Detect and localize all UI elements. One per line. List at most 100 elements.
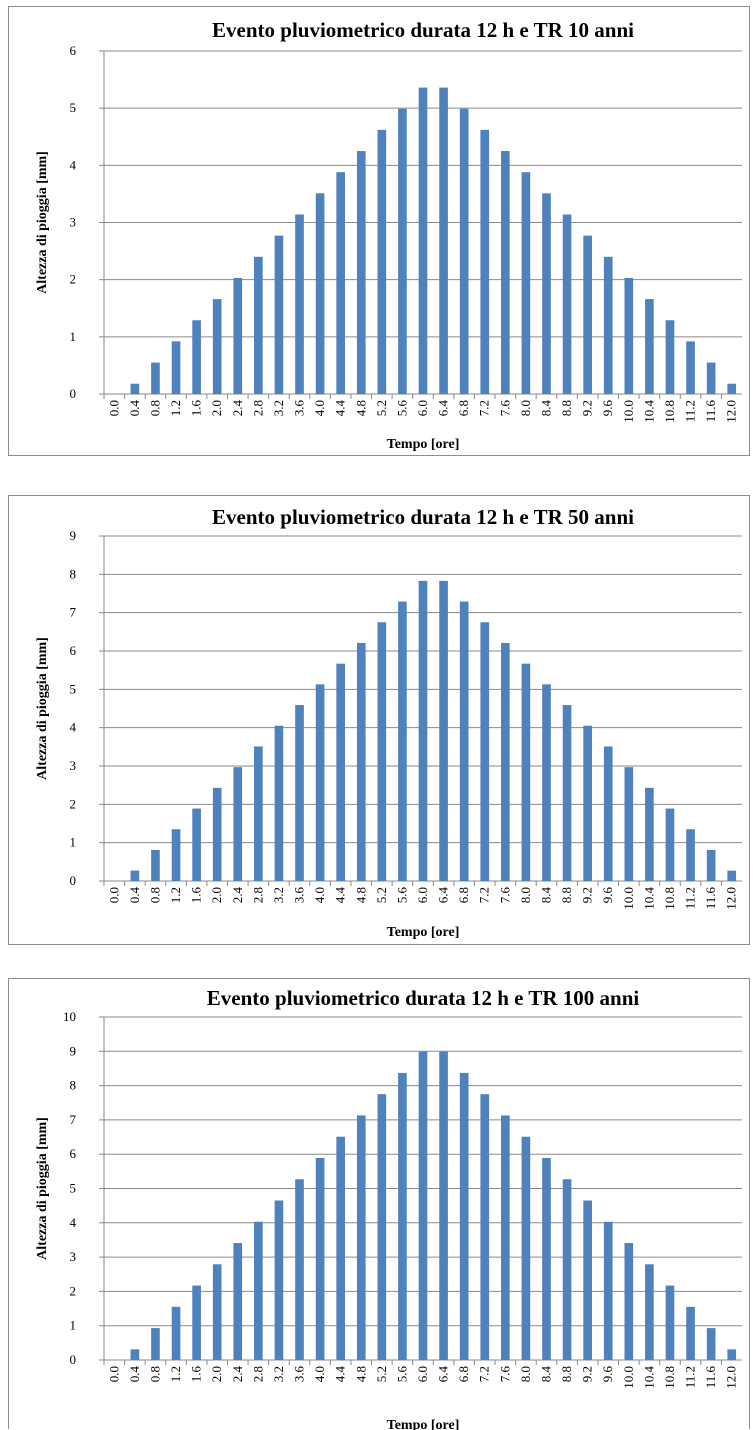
y-tick-label: 6 — [70, 643, 77, 658]
x-tick-label: 7.6 — [497, 1366, 512, 1383]
x-tick-label: 11.2 — [683, 400, 698, 422]
y-tick-label: 7 — [70, 605, 77, 620]
bar-3.2 — [274, 235, 284, 394]
bar-10.8 — [665, 320, 675, 394]
bar-4.4 — [336, 172, 345, 394]
bar-9.2 — [583, 1200, 592, 1360]
bar-12.0 — [727, 870, 737, 881]
x-tick-label: 8.0 — [518, 887, 533, 903]
x-tick-label: 6.4 — [436, 1366, 451, 1383]
bar-10.0 — [624, 277, 634, 394]
bar-10.4 — [645, 787, 654, 881]
bar-7.2 — [480, 622, 490, 881]
bar-2.8 — [254, 746, 263, 881]
bar-6.0 — [418, 580, 428, 881]
bar-2.0 — [212, 1264, 222, 1360]
x-axis-title: Tempo [ore] — [387, 437, 460, 452]
bar-2.0 — [212, 787, 222, 881]
bar-1.2 — [171, 341, 181, 394]
chart-title: Evento pluviometrico durata 12 h e TR 10… — [207, 986, 640, 1010]
bar-chart-tr10: Evento pluviometrico durata 12 h e TR 10… — [35, 18, 742, 452]
bar-8.4 — [542, 1157, 551, 1360]
bar-4.0 — [315, 193, 325, 394]
bar-12.0 — [727, 383, 737, 394]
bar-1.6 — [192, 808, 201, 881]
x-tick-label: 11.6 — [703, 887, 718, 910]
bar-7.2 — [480, 1094, 490, 1360]
bar-8.8 — [562, 1179, 572, 1360]
bar-5.6 — [398, 1072, 407, 1360]
y-axis-title: Altezza di pioggia [mm] — [35, 637, 50, 780]
x-tick-label: 2.0 — [209, 400, 224, 416]
x-tick-label: 8.8 — [559, 400, 574, 416]
x-tick-label: 0.4 — [127, 400, 142, 417]
bar-6.0 — [418, 87, 428, 394]
x-tick-label: 6.8 — [456, 400, 471, 416]
x-tick-label: 2.4 — [230, 400, 245, 417]
chart-title: Evento pluviometrico durata 12 h e TR 50… — [212, 505, 634, 529]
x-tick-label: 10.8 — [662, 400, 677, 423]
y-axis-title: Altezza di pioggia [mm] — [35, 1117, 50, 1260]
x-tick-label: 8.4 — [538, 887, 553, 904]
bar-8.8 — [562, 214, 572, 394]
y-tick-label: 7 — [70, 1112, 77, 1127]
x-axis-title: Tempo [ore] — [387, 925, 460, 940]
bar-9.6 — [603, 256, 613, 394]
bar-4.4 — [336, 663, 345, 881]
x-tick-label: 11.2 — [683, 1366, 698, 1388]
bar-4.8 — [356, 1115, 366, 1360]
bar-3.6 — [295, 214, 304, 394]
x-tick-label: 4.8 — [353, 1366, 368, 1382]
bar-6.8 — [459, 108, 469, 394]
x-axis-title: Tempo [ore] — [387, 1418, 460, 1430]
x-tick-label: 2.8 — [250, 400, 265, 416]
x-tick-label: 11.6 — [703, 400, 718, 423]
bar-4.0 — [315, 1157, 325, 1360]
y-tick-label: 5 — [70, 1181, 77, 1196]
x-tick-label: 5.6 — [394, 400, 409, 417]
x-tick-label: 11.6 — [703, 1366, 718, 1389]
x-tick-label: 9.6 — [600, 887, 615, 904]
chart-panel-tr100: Evento pluviometrico durata 12 h e TR 10… — [8, 978, 750, 1430]
x-tick-label: 1.6 — [189, 400, 204, 417]
x-tick-label: 0.0 — [106, 887, 121, 903]
chart-panel-tr10: Evento pluviometrico durata 12 h e TR 10… — [8, 6, 750, 456]
y-tick-label: 9 — [70, 1043, 77, 1058]
bar-6.4 — [439, 580, 448, 881]
bar-8.8 — [562, 705, 572, 881]
bar-11.6 — [706, 1328, 716, 1360]
bar-2.0 — [212, 299, 222, 394]
x-tick-label: 8.8 — [559, 887, 574, 903]
x-tick-label: 1.2 — [168, 1366, 183, 1382]
x-tick-label: 9.6 — [600, 1366, 615, 1383]
bar-2.4 — [233, 277, 243, 394]
x-tick-label: 0.8 — [147, 1366, 162, 1382]
x-tick-label: 5.2 — [374, 1366, 389, 1382]
bar-6.0 — [418, 1051, 428, 1360]
x-tick-label: 1.2 — [168, 400, 183, 416]
bar-11.2 — [686, 829, 695, 881]
bar-10.0 — [624, 767, 634, 881]
x-tick-label: 3.2 — [271, 887, 286, 903]
x-tick-label: 10.0 — [621, 400, 636, 423]
bar-5.2 — [377, 1094, 387, 1360]
x-tick-label: 5.6 — [394, 887, 409, 904]
bar-8.0 — [521, 172, 531, 394]
x-tick-label: 4.4 — [333, 1366, 348, 1383]
x-tick-label: 7.2 — [477, 887, 492, 903]
x-tick-label: 12.0 — [724, 887, 739, 910]
bar-11.6 — [706, 849, 716, 881]
x-tick-label: 4.4 — [333, 400, 348, 417]
bar-5.6 — [398, 108, 407, 394]
x-tick-label: 2.8 — [250, 887, 265, 903]
y-axis-title: Altezza di pioggia [mm] — [35, 151, 50, 294]
x-tick-label: 9.6 — [600, 400, 615, 417]
y-tick-label: 9 — [70, 528, 77, 543]
chart-panel-tr50: Evento pluviometrico durata 12 h e TR 50… — [8, 495, 750, 945]
x-tick-label: 6.4 — [436, 887, 451, 904]
x-tick-label: 12.0 — [724, 1366, 739, 1389]
y-tick-label: 1 — [70, 1318, 77, 1333]
y-tick-label: 2 — [70, 796, 77, 811]
bar-10.4 — [645, 299, 654, 394]
bar-3.6 — [295, 705, 304, 881]
